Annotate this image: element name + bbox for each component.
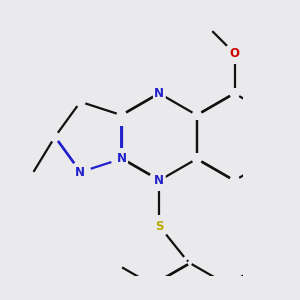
Text: N: N — [154, 174, 164, 187]
Text: N: N — [117, 152, 127, 165]
Text: O: O — [230, 47, 240, 60]
Text: S: S — [155, 220, 164, 232]
Text: N: N — [154, 87, 164, 100]
Text: N: N — [75, 166, 85, 178]
